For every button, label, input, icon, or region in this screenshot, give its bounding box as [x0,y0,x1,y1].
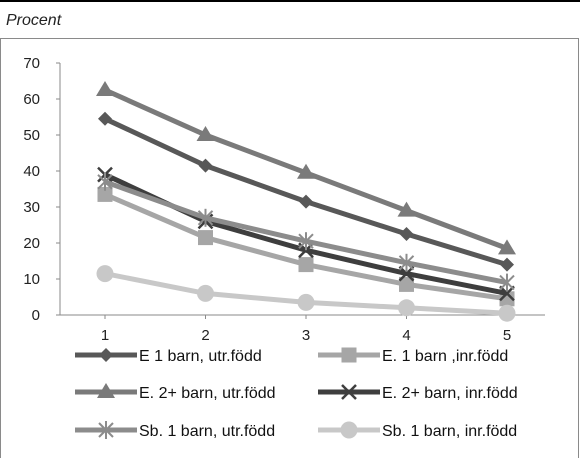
data-point [297,293,315,311]
x-tick-label: 4 [402,327,410,344]
y-tick-label: 0 [32,307,40,324]
legend-label: Sb. 1 barn, inr.född [382,423,517,440]
y-tick-label: 20 [23,235,40,252]
legend-swatch-marker [99,348,113,362]
legend-label: E. 2+ barn, utr.född [139,385,276,402]
marker-stroke [499,285,515,302]
data-point [399,227,414,241]
legend-entry: Sb. 1 barn, inr.född [318,421,517,440]
data-point [498,239,516,255]
series-2 [96,81,516,255]
data-point [198,230,213,246]
data-point [398,265,415,282]
data-point [498,304,516,322]
data-point [197,284,214,302]
data-point [96,81,114,96]
data-point [197,208,214,227]
y-tick-label: 10 [23,271,40,288]
legend-label: E. 1 barn ,inr.född [382,348,508,365]
chart-legend: E 1 barn, utr.född E. 1 barn ,inr.född E. … [75,347,518,440]
legend-entry: Sb. 1 barn, utr.född [75,421,275,440]
data-point [397,201,416,217]
legend-label: E. 2+ barn, inr.född [382,385,518,402]
y-tick-label: 50 [23,127,40,144]
legend-label: Sb. 1 barn, utr.född [139,423,275,440]
y-tick-label: 70 [23,55,40,72]
legend-entry: E. 1 barn ,inr.född [318,347,508,365]
data-point [97,172,113,191]
x-tick-label: 1 [101,327,109,344]
data-point [196,126,215,141]
data-point [198,158,213,173]
data-point [96,265,114,283]
legend-label: E 1 barn, utr.född [139,348,262,365]
legend-swatch-marker [340,421,358,439]
series-1 [97,186,515,307]
y-tick-label: 30 [23,199,40,216]
x-tick-label: 3 [302,327,310,344]
data-point [97,186,113,202]
data-point [298,232,314,251]
top-rule [0,0,580,2]
chart-axes: 0 10 20 30 40 50 60 70 1 2 3 4 5 [23,55,545,344]
data-point [297,163,315,179]
data-point [500,257,514,272]
series-5 [96,265,516,322]
y-tick-label: 40 [23,163,40,180]
data-point [399,276,414,292]
series-4 [97,172,515,292]
marker-stroke [341,384,357,400]
data-point [299,194,313,209]
legend-entry: E. 2+ barn, inr.född [318,384,518,402]
legend-entry: E. 2+ barn, utr.född [75,383,276,402]
y-axis-caption: Procent [6,12,62,29]
marker-stroke [398,265,415,282]
x-tick-label: 5 [503,327,511,344]
data-point [398,299,415,317]
legend-entry: E 1 barn, utr.född [75,348,262,365]
data-point [499,285,515,302]
legend-swatch-marker [341,384,357,400]
legend-swatch-marker [341,347,357,363]
x-tick-label: 2 [201,327,209,344]
series-0 [98,111,514,272]
data-point [398,253,415,272]
chart-series [96,81,516,322]
legend-swatch-marker [97,383,115,398]
y-tick-label: 60 [23,91,40,108]
data-point [499,273,515,292]
legend-swatch-marker [98,421,114,439]
data-point [298,257,314,273]
chart-frame [0,38,579,458]
data-point [98,111,112,126]
